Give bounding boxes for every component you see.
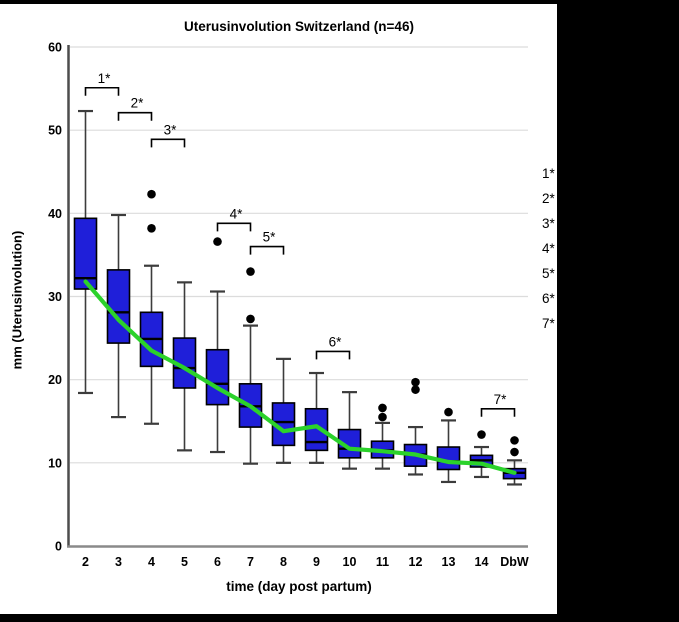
chart-title: Uterusinvolution Switzerland (n=46) xyxy=(184,19,414,34)
y-axis-title: mm (Uterusinvolution) xyxy=(9,230,25,370)
outlier-4-0 xyxy=(147,189,156,199)
x-tick-label-14: 14 xyxy=(475,555,489,569)
box-6 xyxy=(205,348,230,406)
significance-bracket-2 xyxy=(117,111,153,121)
y-tick-label-10: 10 xyxy=(48,456,62,470)
outlier-14-0 xyxy=(477,430,486,439)
legend-item: 7* xyxy=(542,316,555,331)
legend-item: 1* xyxy=(542,166,555,181)
legend-fragment-list: 1* 2* 3* 4* 5* 6* 7* xyxy=(542,165,572,340)
outlier-12-0 xyxy=(411,377,420,387)
significance-bracket-1 xyxy=(84,86,120,96)
x-tick-label-DbW: DbW xyxy=(500,555,529,569)
outlier-DbW-1 xyxy=(510,447,519,457)
x-tick-label-3: 3 xyxy=(115,555,122,569)
legend-item: 4* xyxy=(542,241,555,256)
top-black-bar xyxy=(0,0,679,4)
x-tick-label-12: 12 xyxy=(409,555,423,569)
bracket-label-1: 1* xyxy=(98,71,112,86)
outlier-DbW-0 xyxy=(510,436,519,445)
y-tick-label-0: 0 xyxy=(55,540,62,554)
outlier-11-0 xyxy=(378,403,387,413)
outlier-4-1 xyxy=(147,224,156,233)
x-tick-label-8: 8 xyxy=(280,555,287,569)
y-tick-label-30: 30 xyxy=(48,290,62,304)
bottom-black-bar xyxy=(0,614,679,622)
outlier-12-1 xyxy=(411,385,420,394)
y-tick-label-40: 40 xyxy=(48,207,62,221)
bracket-label-7: 7* xyxy=(494,392,508,407)
significance-bracket-4 xyxy=(216,222,252,232)
box-3 xyxy=(106,269,131,344)
x-tick-label-11: 11 xyxy=(376,555,389,569)
y-tick-label-60: 60 xyxy=(48,41,62,55)
x-tick-label-9: 9 xyxy=(313,555,320,569)
y-tick-label-50: 50 xyxy=(48,124,62,138)
y-tick-label-20: 20 xyxy=(48,373,62,387)
x-tick-label-2: 2 xyxy=(82,555,89,569)
x-tick-label-10: 10 xyxy=(343,555,357,569)
outlier-7-1 xyxy=(246,314,255,324)
significance-bracket-6 xyxy=(315,350,351,360)
mean-line xyxy=(83,279,517,475)
legend-item: 5* xyxy=(542,266,555,281)
x-tick-label-6: 6 xyxy=(214,555,221,569)
x-tick-label-7: 7 xyxy=(247,555,254,569)
legend-item: 6* xyxy=(542,291,555,306)
significance-bracket-3 xyxy=(150,138,186,148)
outlier-6-0 xyxy=(213,237,222,246)
outlier-11-1 xyxy=(378,412,387,422)
bracket-label-3: 3* xyxy=(164,122,178,137)
right-black-panel xyxy=(557,0,679,622)
legend-item: 3* xyxy=(542,216,555,231)
bracket-label-5: 5* xyxy=(263,230,277,245)
outlier-13-0 xyxy=(444,407,453,417)
bracket-label-2: 2* xyxy=(131,96,145,111)
x-axis-title: time (day post partum) xyxy=(226,579,372,594)
x-tick-label-4: 4 xyxy=(148,555,155,569)
x-tick-label-5: 5 xyxy=(181,555,188,569)
significance-bracket-7 xyxy=(480,407,516,417)
bracket-label-6: 6* xyxy=(329,334,343,349)
significance-bracket-5 xyxy=(249,245,285,255)
outlier-7-0 xyxy=(246,267,255,276)
x-tick-label-13: 13 xyxy=(442,555,456,569)
box-2 xyxy=(73,217,98,290)
bracket-label-4: 4* xyxy=(230,206,244,221)
legend-item: 2* xyxy=(542,191,555,206)
